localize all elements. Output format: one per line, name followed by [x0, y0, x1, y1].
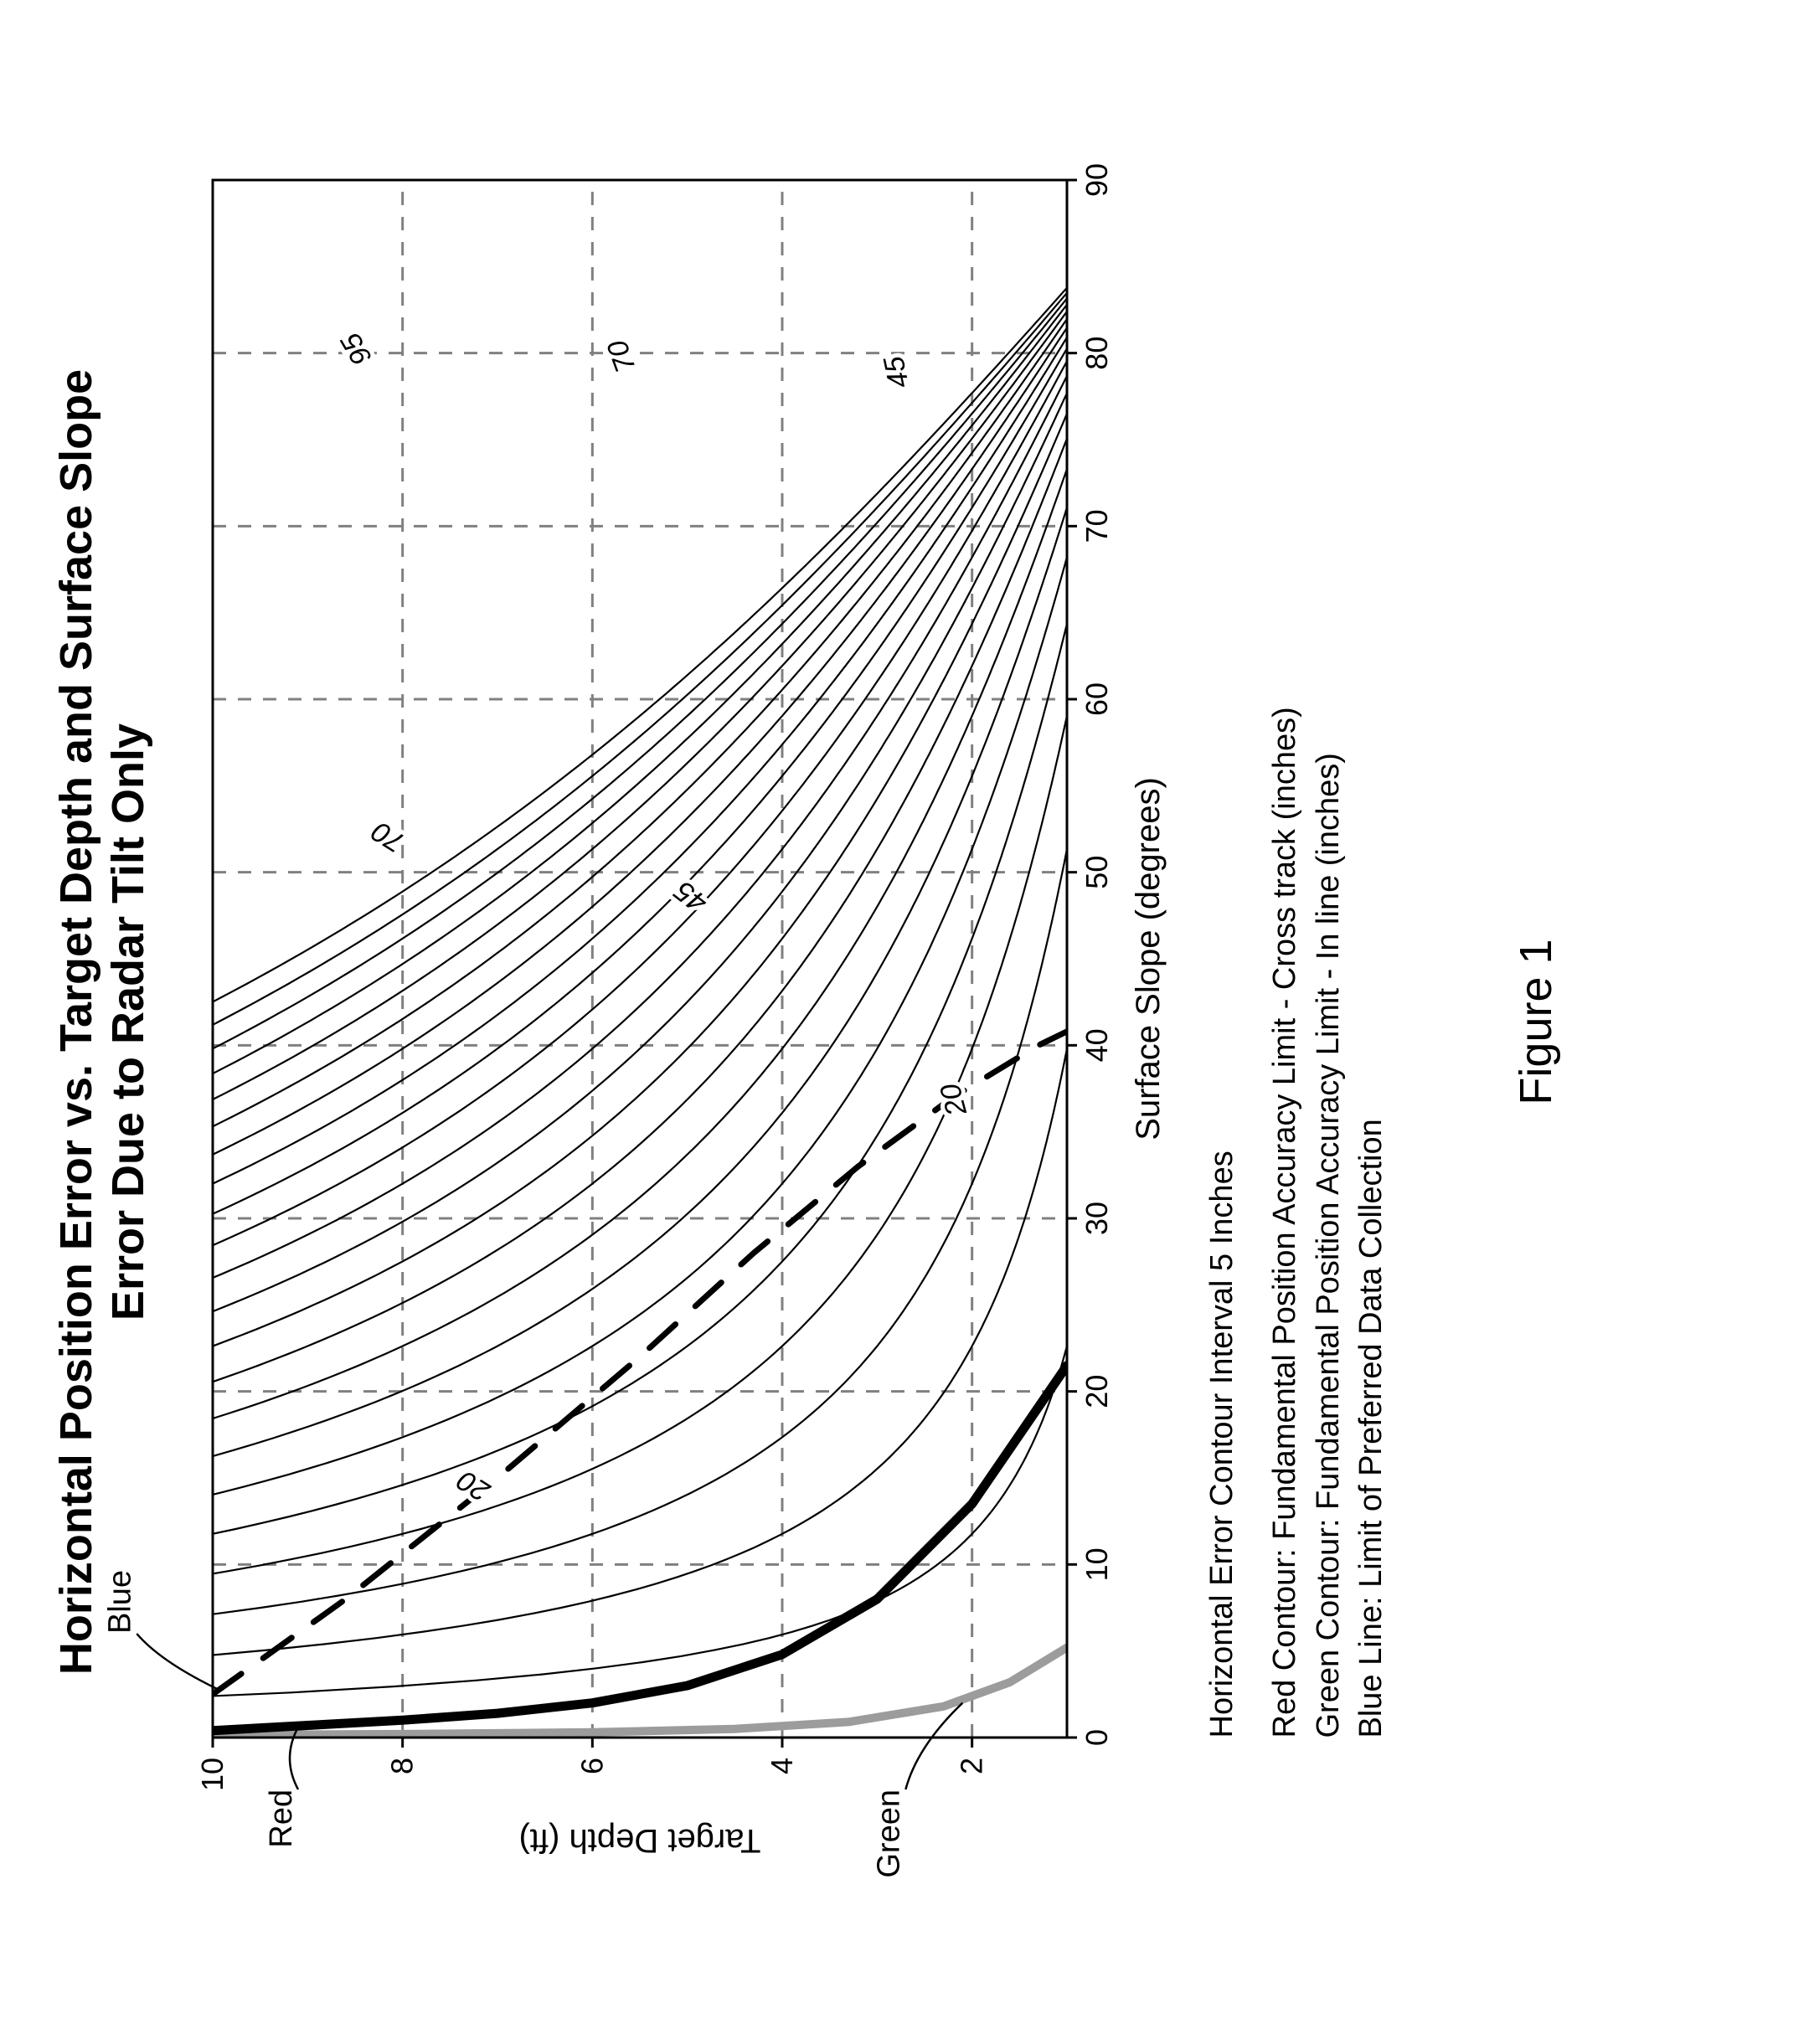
xtick-label: 80 [1080, 337, 1114, 370]
y-axis-label: Target Depth (ft) [519, 1823, 761, 1860]
title-line-1: Horizontal Position Error vs. Target Dep… [51, 369, 101, 1675]
ytick-label: 10 [195, 1758, 229, 1792]
caption-line [1244, 0, 1264, 1738]
chart-title: Horizontal Position Error vs. Target Dep… [50, 67, 154, 1977]
blue-pointer-label: Blue [103, 1570, 138, 1634]
caption-line: Green Contour: Fundamental Position Accu… [1307, 0, 1350, 1738]
chart-svg: 202045457070950102030405060708090246810S… [188, 147, 1176, 1897]
title-line-2: Error Due to Radar Tilt Only [103, 723, 153, 1321]
green-pointer-label: Green [872, 1790, 907, 1879]
xtick-label: 50 [1080, 856, 1114, 889]
xtick-label: 90 [1080, 163, 1114, 197]
xtick-label: 60 [1080, 682, 1114, 716]
ytick-label: 4 [765, 1758, 799, 1775]
caption-block: Horizontal Error Contour Interval 5 Inch… [1201, 0, 1393, 1738]
chart-area: 202045457070950102030405060708090246810S… [188, 147, 1176, 1897]
xtick-label: 40 [1080, 1029, 1114, 1063]
ytick-label: 8 [385, 1758, 420, 1775]
x-axis-label: Surface Slope (degrees) [1130, 778, 1167, 1141]
xtick-label: 20 [1080, 1375, 1114, 1408]
xtick-label: 30 [1080, 1202, 1114, 1235]
caption-line: Horizontal Error Contour Interval 5 Inch… [1201, 0, 1244, 1738]
figure-label: Figure 1 [1510, 0, 1562, 2044]
ytick-label: 6 [575, 1758, 610, 1775]
xtick-label: 0 [1080, 1729, 1114, 1746]
ytick-label: 2 [955, 1758, 989, 1775]
xtick-label: 70 [1080, 510, 1114, 543]
caption-line: Red Contour: Fundamental Position Accura… [1264, 0, 1306, 1738]
caption-line: Blue Line: Limit of Preferred Data Colle… [1350, 0, 1393, 1738]
contour-label: 45 [878, 354, 915, 392]
xtick-label: 10 [1080, 1548, 1114, 1582]
red-pointer-label: Red [264, 1790, 299, 1849]
